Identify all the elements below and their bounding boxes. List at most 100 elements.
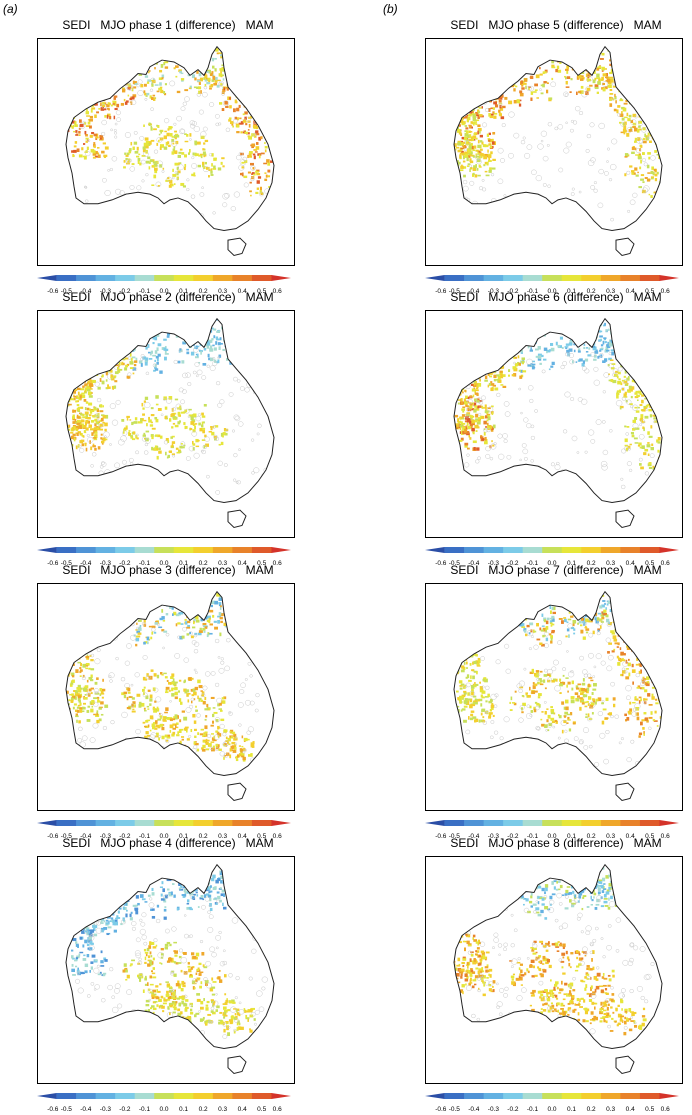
sedi-shading: [440, 864, 655, 1040]
colorbar-swatch: [464, 820, 484, 826]
tasmania-outline: [228, 510, 246, 527]
panel-title: SEDI MJO phase 8 (difference) MAM: [425, 836, 687, 854]
colorbar-swatch: [562, 820, 582, 826]
colorbar-swatch: [96, 275, 116, 281]
colorbar-swatch: [252, 1093, 272, 1099]
colorbar-swatch: [154, 1093, 174, 1099]
colorbar-swatch: [174, 275, 194, 281]
panel-title: SEDI MJO phase 5 (difference) MAM: [425, 18, 687, 36]
colorbar-tick-label: 0.5: [645, 1106, 654, 1113]
colorbar-swatch: [96, 820, 116, 826]
australia-coastline: [454, 592, 662, 776]
colorbar-swatch: [193, 547, 213, 553]
colorbar-swatch: [154, 547, 174, 553]
australia-map: [37, 856, 295, 1084]
colorbar-swatch: [503, 275, 523, 281]
colorbar-swatch: [620, 275, 640, 281]
colorbar-swatch: [562, 547, 582, 553]
colorbar-swatch: [213, 1093, 233, 1099]
colorbar-swatch: [484, 820, 504, 826]
australia-map: [37, 310, 295, 538]
colorbar-tick-label: -0.2: [119, 1106, 131, 1113]
colorbar-swatch: [232, 547, 252, 553]
colorbar-swatch: [659, 1093, 679, 1099]
colorbar-tick-label: 0.6: [661, 1106, 670, 1113]
colorbar-swatch: [620, 547, 640, 553]
colorbar-tick-label: 0.0: [159, 1106, 168, 1113]
tasmania-outline: [228, 783, 246, 800]
colorbar-swatch: [659, 547, 679, 553]
panel-title: SEDI MJO phase 4 (difference) MAM: [37, 836, 299, 854]
colorbar-tick-label: -0.6: [47, 1106, 59, 1113]
colorbar-swatch: [213, 820, 233, 826]
colorbar-tick-label: -0.5: [61, 1106, 73, 1113]
colorbar-swatch: [581, 1093, 601, 1099]
colorbar-swatch: [174, 1093, 194, 1099]
colorbar-swatch: [76, 547, 96, 553]
colorbar-swatch: [445, 1093, 465, 1099]
colorbar-swatch: [135, 1093, 155, 1099]
sedi-shading: [439, 591, 672, 767]
colorbar-swatch: [484, 275, 504, 281]
colorbar-tick-label: 0.4: [626, 1106, 635, 1113]
colorbar-tick-label: 0.3: [606, 1106, 615, 1113]
colorbar-swatch: [542, 820, 562, 826]
colorbar-swatch: [115, 547, 135, 553]
colorbar-tick-label: 0.5: [257, 1106, 266, 1113]
colorbar-swatch: [503, 1093, 523, 1099]
column-label-b: (b): [383, 2, 398, 16]
colorbar-swatch: [96, 1093, 116, 1099]
colorbar-swatch: [640, 1093, 660, 1099]
colorbar-swatch: [232, 275, 252, 281]
colorbar-swatch: [620, 820, 640, 826]
sedi-shading: [440, 318, 672, 492]
colorbar-swatch: [154, 275, 174, 281]
colorbar-swatch: [37, 275, 57, 281]
colorbar-swatch: [232, 820, 252, 826]
panel-title: SEDI MJO phase 1 (difference) MAM: [37, 18, 299, 36]
colorbar-swatch: [425, 275, 445, 281]
colorbar-swatch: [503, 547, 523, 553]
colorbar-tick-label: 0.2: [587, 1106, 596, 1113]
colorbar-tick-label: 0.2: [199, 1106, 208, 1113]
colorbar-swatch: [542, 1093, 562, 1099]
colorbar-swatch: [135, 275, 155, 281]
australia-map: [425, 856, 683, 1084]
colorbar-swatch: [96, 547, 116, 553]
colorbar-swatch: [232, 1093, 252, 1099]
colorbar-tick-label: -0.1: [139, 1106, 151, 1113]
colorbar-swatch: [57, 820, 77, 826]
colorbar-swatch: [174, 547, 194, 553]
colorbar-tick-label: 0.0: [547, 1106, 556, 1113]
tasmania-outline: [616, 1056, 634, 1073]
colorbar-tick-label: -0.4: [468, 1106, 480, 1113]
sedi-shading: [439, 47, 672, 223]
colorbar-swatch: [115, 275, 135, 281]
australia-map: [425, 38, 683, 266]
colorbar-swatch: [601, 1093, 621, 1099]
tasmania-outline: [616, 510, 634, 527]
colorbar-tick-label: -0.5: [449, 1106, 461, 1113]
colorbar-swatch: [271, 1093, 291, 1099]
colorbar-swatch: [252, 275, 272, 281]
colorbar-swatch: [503, 820, 523, 826]
colorbar-swatch: [135, 547, 155, 553]
australia-coastline: [454, 47, 662, 231]
colorbar-swatch: [620, 1093, 640, 1099]
colorbar-swatch: [193, 1093, 213, 1099]
colorbar-swatch: [271, 547, 291, 553]
sedi-shading: [57, 864, 268, 1040]
colorbar-swatch: [135, 820, 155, 826]
australia-map: [425, 583, 683, 811]
colorbar-tick-label: 0.4: [238, 1106, 247, 1113]
sedi-shading: [53, 319, 269, 495]
colorbar-swatch: [523, 1093, 543, 1099]
colorbar-swatch: [213, 547, 233, 553]
colorbar-swatch: [76, 275, 96, 281]
colorbar-swatch: [37, 1093, 57, 1099]
colorbar-tick-label: 0.1: [567, 1106, 576, 1113]
colorbar-swatch: [484, 1093, 504, 1099]
colorbar-swatch: [115, 1093, 135, 1099]
